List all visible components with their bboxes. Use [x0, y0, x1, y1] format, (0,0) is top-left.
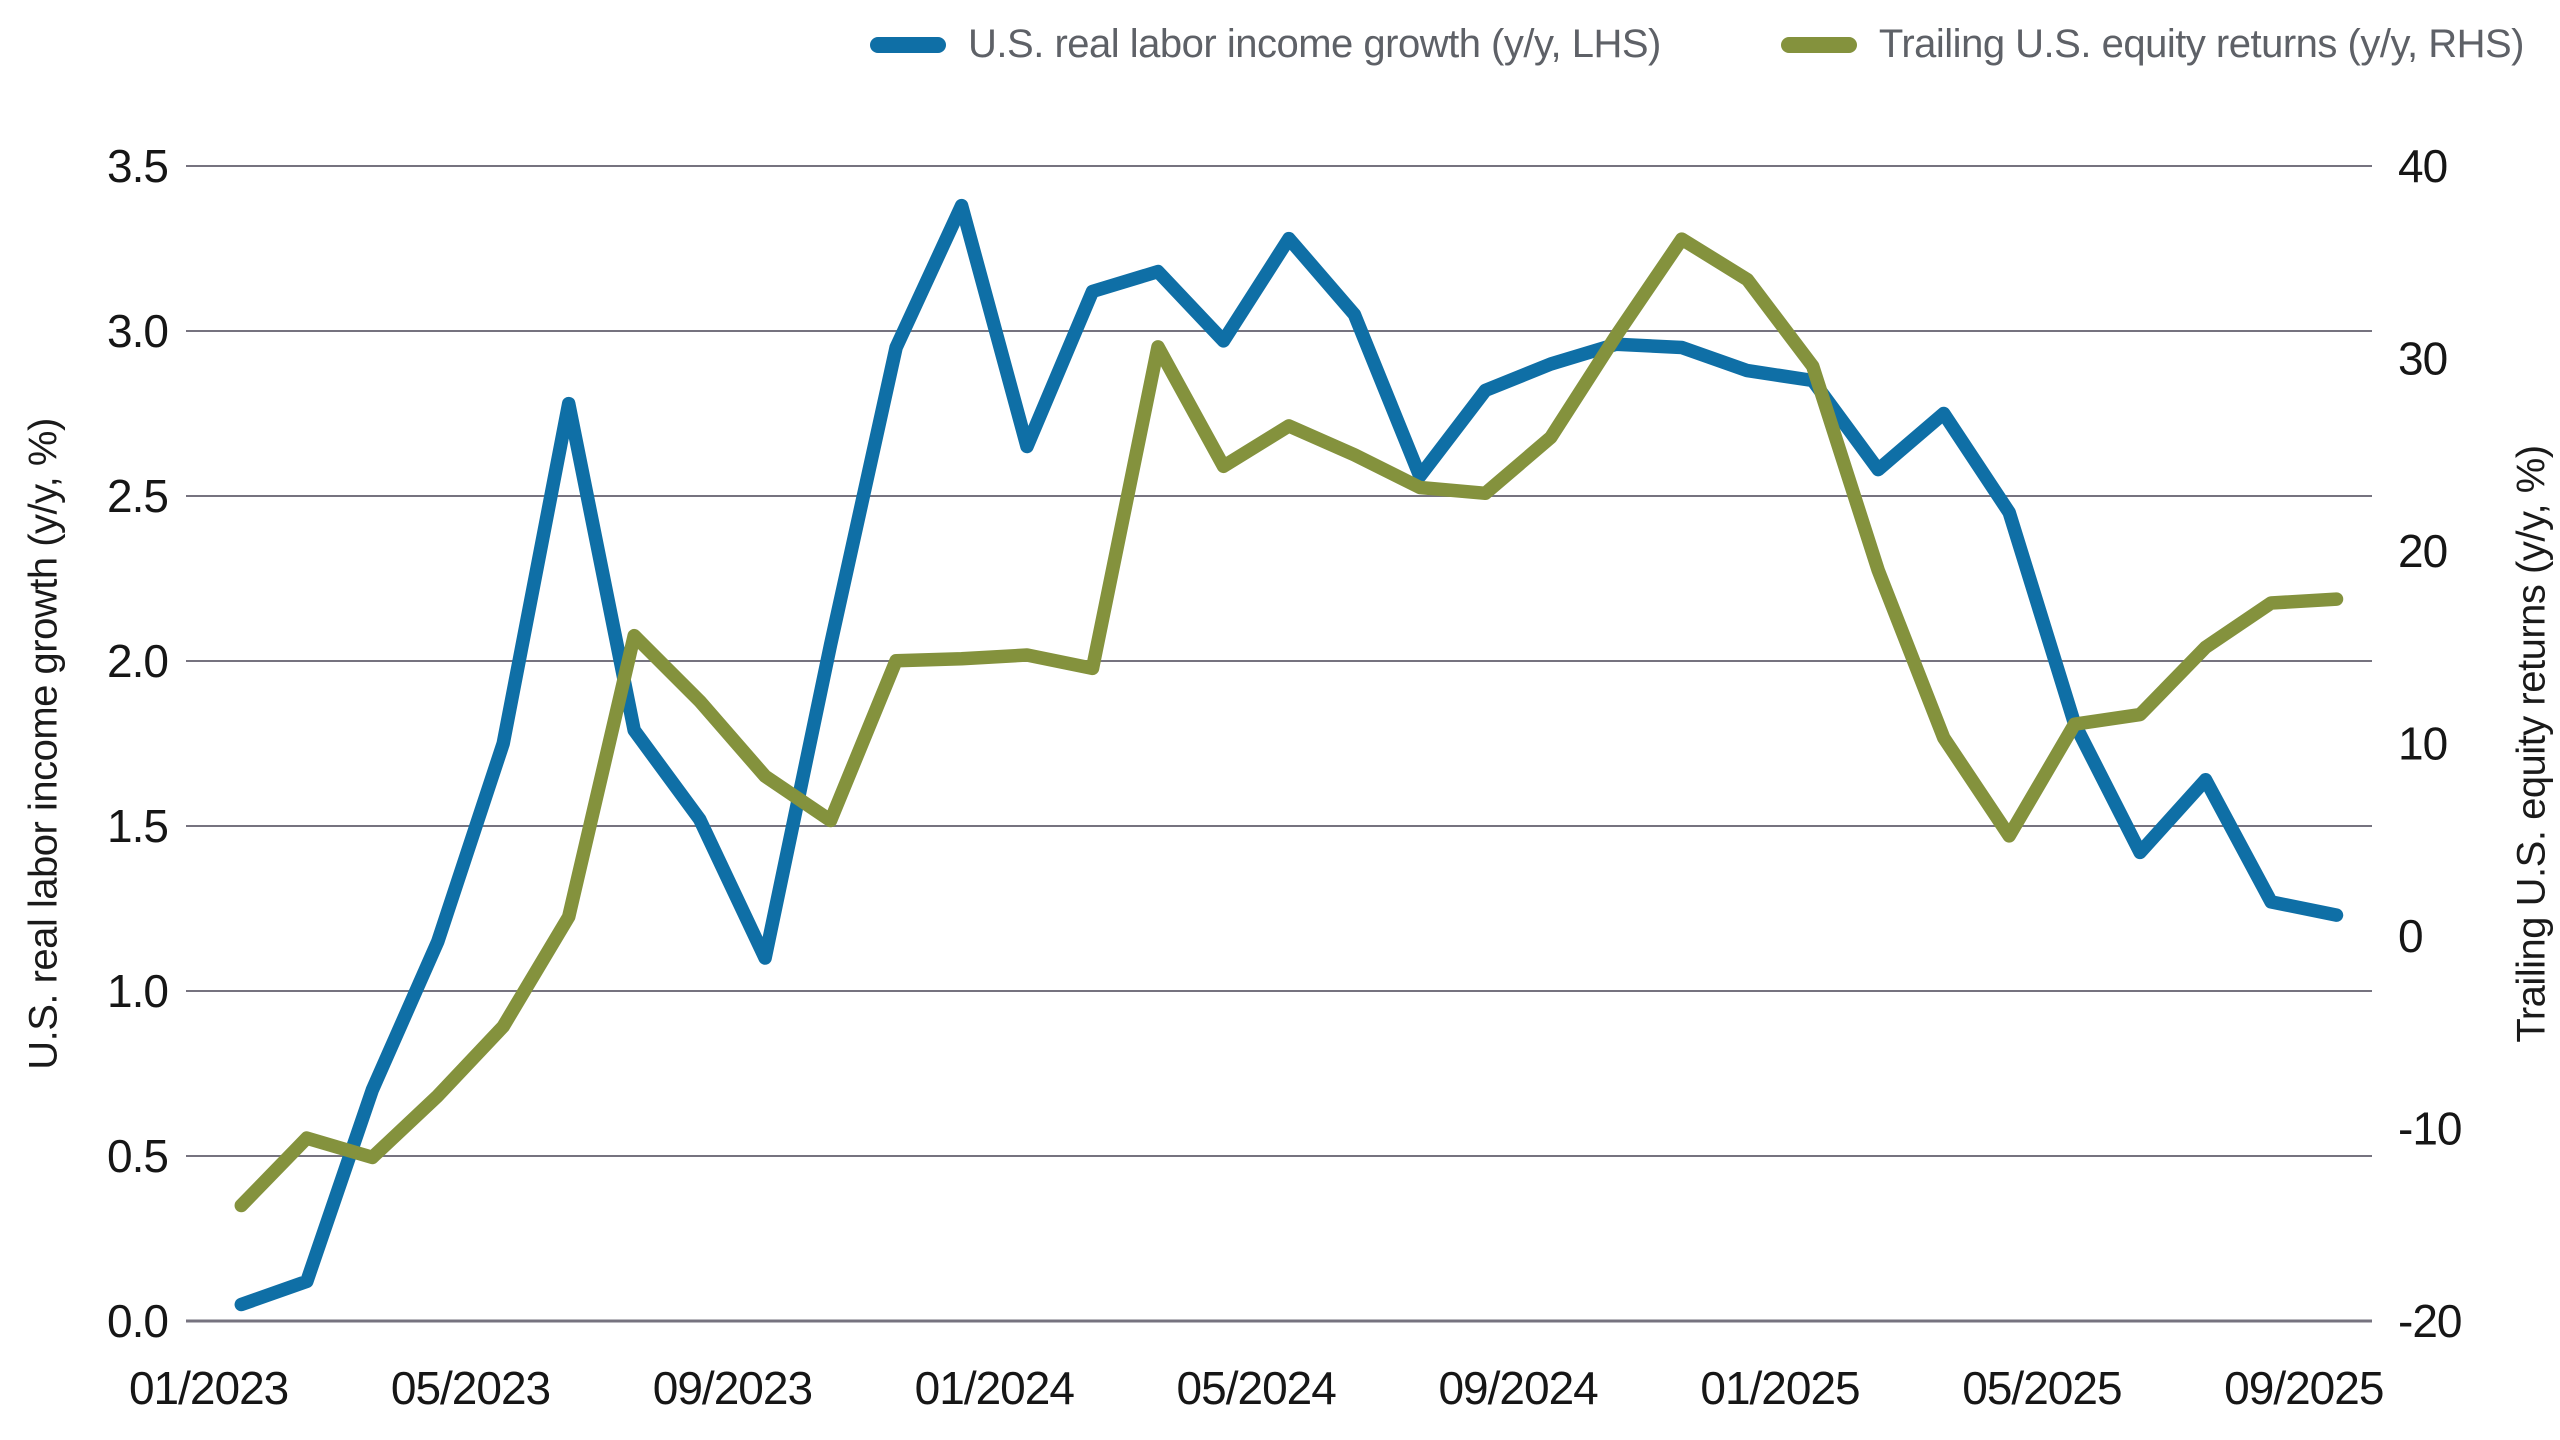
- right-axis-tick-label: 10: [2398, 718, 2447, 770]
- x-axis-tick-label: 01/2023: [129, 1362, 288, 1414]
- right-axis-tick-label: 20: [2398, 525, 2447, 577]
- series-line-labor-income: [234, 198, 2344, 1312]
- right-axis-title: Trailing U.S. equity returns (y/y, %): [2509, 445, 2554, 1043]
- legend-item-labor-income: U.S. real labor income growth (y/y, LHS): [870, 22, 1661, 67]
- x-axis-tick-label: 01/2025: [1700, 1362, 1859, 1414]
- left-axis-tick-label: 2.5: [107, 470, 168, 522]
- right-axis-tick-label: 40: [2398, 140, 2447, 192]
- x-axis-tick-label: 09/2023: [653, 1362, 812, 1414]
- left-axis-tick-label: 1.0: [107, 965, 168, 1017]
- right-axis-tick-label: 30: [2398, 333, 2447, 385]
- x-axis-tick-label: 09/2025: [2224, 1362, 2383, 1414]
- right-axis-tick-label: -20: [2398, 1295, 2461, 1347]
- x-axis-tick-label: 05/2024: [1177, 1362, 1337, 1414]
- right-axis-tick-label: 0: [2398, 910, 2423, 962]
- left-axis-title: U.S. real labor income growth (y/y, %): [21, 418, 66, 1070]
- x-axis-tick-label: 01/2024: [915, 1362, 1075, 1414]
- series-line-equity-returns: [234, 232, 2344, 1213]
- legend-label: U.S. real labor income growth (y/y, LHS): [968, 22, 1661, 66]
- left-axis-tick-label: 2.0: [107, 635, 168, 687]
- left-axis-tick-label: 1.5: [107, 800, 168, 852]
- legend-swatch-blue-icon: [870, 36, 947, 53]
- left-axis-tick-label: 0.0: [107, 1295, 168, 1347]
- x-axis-tick-label: 05/2023: [391, 1362, 550, 1414]
- right-axis-tick-label: -10: [2398, 1103, 2461, 1155]
- x-axis-tick-label: 05/2025: [1962, 1362, 2121, 1414]
- legend: U.S. real labor income growth (y/y, LHS)…: [870, 22, 2525, 67]
- left-axis-tick-label: 0.5: [107, 1130, 168, 1182]
- x-axis-tick-label: 09/2024: [1438, 1362, 1598, 1414]
- left-axis-tick-label: 3.5: [107, 140, 168, 192]
- legend-swatch-olive-icon: [1780, 36, 1857, 53]
- legend-item-equity-returns: Trailing U.S. equity returns (y/y, RHS): [1780, 22, 2525, 67]
- legend-label: Trailing U.S. equity returns (y/y, RHS): [1878, 22, 2525, 66]
- left-axis-tick-label: 3.0: [107, 305, 168, 357]
